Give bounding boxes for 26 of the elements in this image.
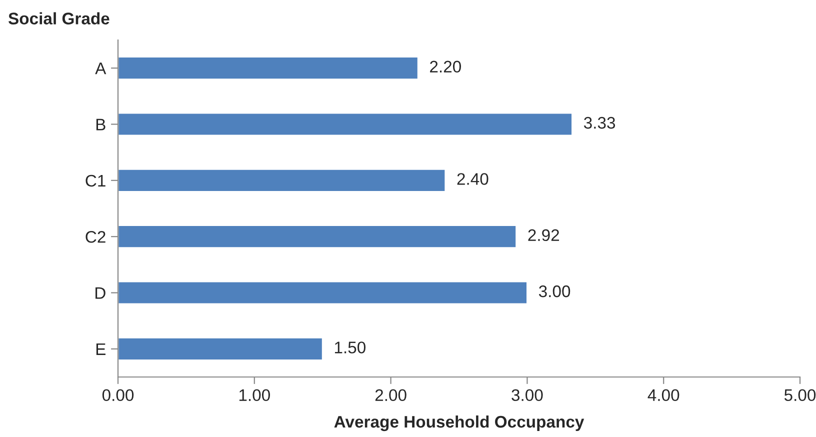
y-axis-title: Social Grade [8,12,110,24]
x-axis-title: Average Household Occupancy [334,415,584,432]
data-label: 3.33 [584,116,616,129]
bar [118,280,528,305]
y-tick-label: C2 [86,230,106,243]
bar [118,224,517,249]
data-label: 2.92 [528,229,559,242]
x-tick-label: 4.00 [648,389,680,402]
x-tick-label: 2.00 [375,389,406,402]
x-tick-label: 3.00 [512,389,543,402]
data-label: 2.40 [457,173,488,185]
data-label: 3.00 [538,285,570,298]
y-tick-label: B [96,118,106,130]
y-tick-label: D [96,287,106,299]
bar [118,336,324,361]
bar [118,168,446,192]
bar [118,56,419,80]
data-label: 2.20 [430,60,461,73]
y-tick-label: E [96,343,106,355]
data-label: 1.50 [334,342,366,354]
x-tick-label: 1.00 [239,389,270,402]
y-tick-label: A [95,62,106,74]
x-tick-label: 5.00 [784,389,816,402]
bar [118,112,573,136]
y-tick-label: C1 [86,174,106,187]
x-tick-label: 0.00 [102,389,134,402]
